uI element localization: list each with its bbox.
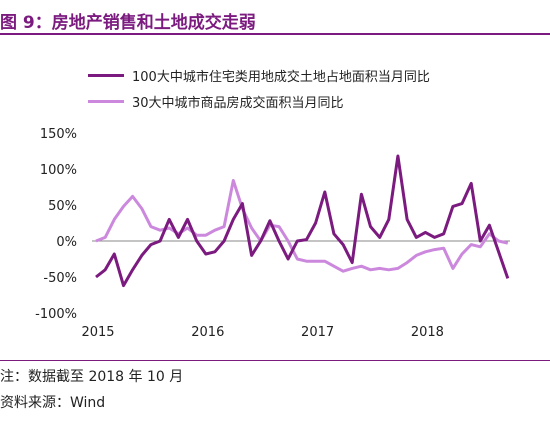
x-tick-label: 2017 [301,325,334,340]
y-tick-label: -100% [35,307,77,322]
chart-legend: 100大中城市住宅类用地成交土地占地面积当月同比 30大中城市商品房成交面积当月… [88,62,430,114]
legend-item-series-2: 30大中城市商品房成交面积当月同比 [88,88,430,114]
series-line-1 [95,154,510,288]
data-source: 资料来源：Wind [0,395,106,411]
legend-item-series-1: 100大中城市住宅类用地成交土地占地面积当月同比 [88,62,430,88]
title-divider [0,33,550,35]
y-axis-labels: -100% -50% 0% 50% 100% 150% [35,127,77,322]
y-tick-label: -50% [43,271,77,286]
legend-label-series-2: 30大中城市商品房成交面积当月同比 [132,95,344,111]
legend-label-series-1: 100大中城市住宅类用地成交土地占地面积当月同比 [132,69,430,85]
figure-title: 图 9：房地产销售和土地成交走弱 [0,13,256,33]
bottom-divider [0,360,550,361]
x-tick-label: 2015 [81,325,114,340]
y-tick-label: 50% [48,199,77,214]
x-axis-labels: 2015 2016 2017 2018 [81,325,443,340]
legend-swatch-series-1 [88,73,124,77]
y-tick-label: 100% [40,163,77,178]
data-note: 注：数据截至 2018 年 10 月 [0,369,184,385]
x-tick-label: 2016 [191,325,224,340]
line-chart: -100% -50% 0% 50% 100% 150% 2015 2016 2017 2018 [35,127,510,340]
y-tick-label: 0% [56,235,77,250]
series-lines [95,154,510,288]
legend-swatch-series-2 [88,99,124,103]
y-tick-label: 150% [40,127,77,142]
x-tick-label: 2018 [411,325,444,340]
